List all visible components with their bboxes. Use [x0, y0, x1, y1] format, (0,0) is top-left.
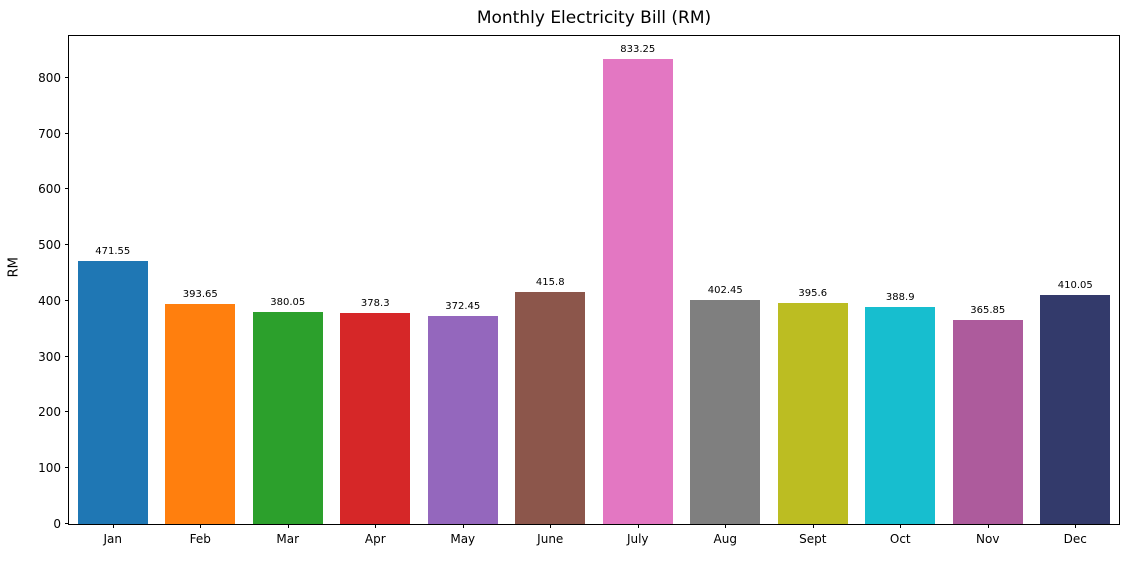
y-tick-label: 700	[38, 126, 61, 141]
y-tick-label: 100	[38, 461, 61, 476]
y-tick-mark	[65, 76, 69, 78]
x-tick-mark	[375, 524, 377, 528]
x-tick-mark	[637, 524, 639, 528]
y-tick-mark	[65, 299, 69, 301]
x-tick-mark	[1075, 524, 1077, 528]
bar-sept	[777, 303, 848, 524]
x-tick-mark	[287, 524, 289, 528]
bar-dec	[1040, 295, 1111, 524]
bar-apr	[340, 313, 411, 524]
x-tick-mark	[725, 524, 727, 528]
x-tick-label-aug: Aug	[713, 532, 737, 546]
y-tick-label: 500	[38, 238, 61, 253]
y-tick-label: 300	[38, 349, 61, 364]
x-tick-label-may: May	[450, 532, 476, 546]
bar-value-label: 395.6	[798, 288, 828, 300]
bar-nov	[952, 319, 1023, 524]
bar-feb	[165, 304, 236, 524]
bar-june	[515, 292, 586, 524]
bar-july	[602, 59, 673, 524]
y-tick-label: 200	[38, 405, 61, 420]
plot-area: 0 100 200 300 400 500 600 700 800 471.55 Jan 393.65…	[38, 35, 1120, 546]
bar-aug	[690, 299, 761, 524]
bar-value-label: 365.85	[970, 304, 1006, 316]
x-tick-label-dec: Dec	[1063, 532, 1087, 546]
x-tick-label-july: July	[626, 532, 649, 546]
x-tick-label-sept: Sept	[799, 532, 827, 546]
y-tick-label: 800	[38, 70, 61, 85]
y-tick-label: 600	[38, 182, 61, 197]
x-tick-mark	[900, 524, 902, 528]
y-axis-label: RM	[6, 257, 22, 278]
y-tick-mark	[65, 411, 69, 413]
bar-value-label: 388.9	[885, 292, 915, 304]
bar-value-label: 378.3	[360, 298, 390, 310]
x-tick-label-jan: Jan	[103, 532, 123, 546]
bar-may	[427, 316, 498, 524]
y-tick-mark	[65, 523, 69, 524]
y-tick-mark	[65, 244, 69, 246]
x-tick-label-june: June	[537, 532, 564, 546]
bar-value-label: 372.45	[445, 301, 481, 313]
y-tick-label: 400	[38, 293, 61, 308]
x-tick-label-feb: Feb	[189, 532, 211, 546]
bar-value-label: 471.55	[95, 246, 131, 258]
bar-value-label: 380.05	[270, 297, 306, 309]
y-tick-mark	[65, 132, 69, 134]
chart-title: Monthly Electricity Bill (RM)	[476, 8, 712, 28]
x-tick-label-nov: Nov	[976, 532, 1000, 546]
bar-value-label: 393.65	[182, 289, 218, 301]
bar-value-label: 833.25	[620, 44, 656, 56]
y-tick-mark	[65, 467, 69, 469]
bar-value-label: 415.8	[535, 277, 565, 289]
x-tick-mark	[462, 524, 464, 528]
bar-mar	[252, 312, 323, 524]
bar-value-label: 402.45	[707, 284, 743, 296]
y-tick-mark	[65, 188, 69, 190]
x-tick-mark	[550, 524, 552, 528]
bar-jan	[77, 261, 148, 524]
x-tick-mark	[200, 524, 202, 528]
y-tick-mark	[65, 355, 69, 357]
x-tick-mark	[112, 524, 114, 528]
bar-oct	[865, 307, 936, 524]
x-tick-mark	[812, 524, 814, 528]
bar-value-label: 410.05	[1057, 280, 1093, 292]
x-tick-mark	[987, 524, 989, 528]
y-tick-label: 0	[53, 517, 61, 531]
x-tick-label-oct: Oct	[889, 532, 911, 546]
x-tick-label-mar: Mar	[276, 532, 300, 546]
x-tick-label-apr: Apr	[364, 532, 386, 546]
